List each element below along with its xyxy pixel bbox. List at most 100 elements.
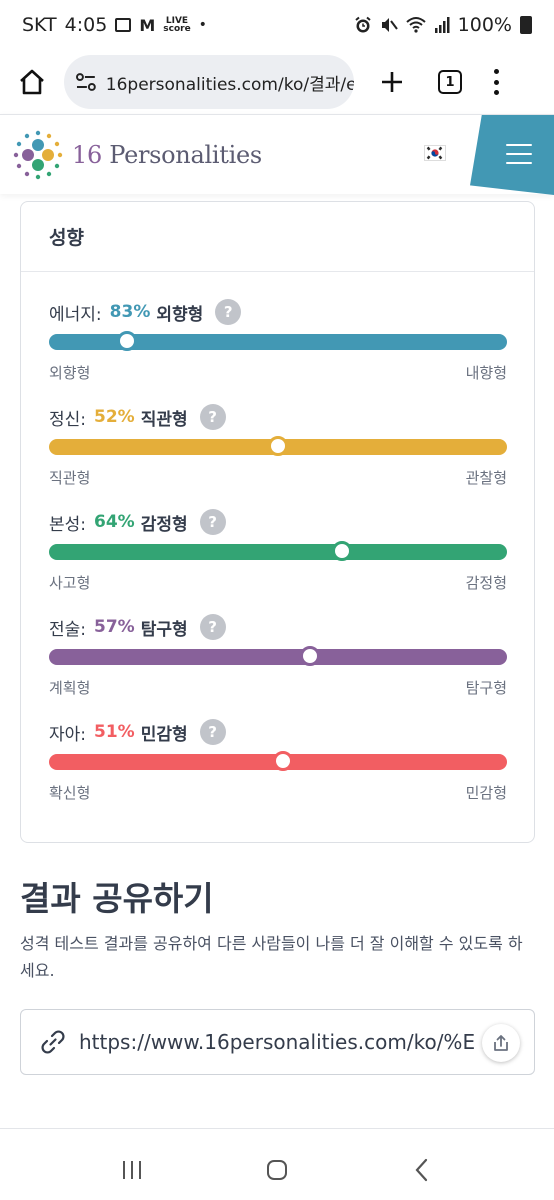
trait-mind: 정신: 52% 직관형 ? 직관형 관찰형 [49,403,507,488]
trait-label: 본성: 64% 감정형 ? [49,508,507,536]
site-logo[interactable]: 16 Personalities [12,129,262,181]
trait-bar-knob [300,646,321,666]
trait-percent: 83% [109,302,151,322]
trait-left-label: 직관형 [49,469,91,487]
gallery-notification-icon [115,18,132,32]
trait-left-label: 계획형 [49,679,91,697]
trait-bar-knob [332,541,353,561]
footer-divider [0,1128,554,1129]
site-settings-icon[interactable] [76,73,96,91]
alarm-icon [355,16,371,33]
trait-type-name: 외향형 [156,304,204,325]
trait-right-label: 관찰형 [465,469,507,487]
status-left: SKT 4:05 M LIVE score • [22,14,207,36]
trait-right-label: 탐구형 [465,679,507,697]
menu-toggle[interactable] [470,115,554,195]
trait-type-name: 직관형 [140,409,188,430]
address-bar[interactable]: 16personalities.com/ko/결과/e [64,55,354,109]
trait-percent: 52% [94,407,135,427]
language-flag-button[interactable] [424,145,446,161]
plus-icon [382,72,402,92]
trait-bar [49,331,507,351]
menu-dot-icon [493,90,499,95]
trait-category: 자아: [49,724,87,745]
status-right: 100% [354,14,532,36]
help-question-icon[interactable]: ? [199,404,226,430]
browser-toolbar: 16personalities.com/ko/결과/e 1 [0,50,554,114]
trait-ends: 사고형 감정형 [49,572,507,593]
trait-bar [49,541,507,561]
trait-bar [49,646,507,666]
logo-name: Personalities [109,141,262,169]
livescore-notification-icon: LIVE score [163,17,191,34]
share-button[interactable] [482,1024,520,1062]
wifi-icon [406,17,426,33]
link-icon [41,1030,65,1054]
trait-bar [49,436,507,456]
trait-percent: 51% [94,722,135,742]
trait-bar-knob [272,751,293,771]
url-text[interactable]: 16personalities.com/ko/결과/e [105,74,354,95]
trait-category: 전술: [49,619,87,640]
new-tab-button[interactable] [374,62,410,102]
home-nav-button[interactable] [257,1150,297,1190]
tab-switcher-button[interactable]: 1 [438,70,462,94]
menu-dot-icon [493,69,499,74]
trait-left-label: 외향형 [49,364,91,382]
trait-label: 자아: 51% 민감형 ? [49,718,507,746]
trait-type-name: 탐구형 [140,619,188,640]
trait-tactics: 전술: 57% 탐구형 ? 계획형 탐구형 [49,613,507,698]
trait-left-label: 확신형 [49,784,91,802]
trait-category: 정신: [49,409,87,430]
trait-percent: 64% [94,512,135,532]
trait-energy: 에너지: 83% 외향형 ? 외향형 내향형 [49,298,507,383]
share-url-text[interactable]: https://www.16personalities.com/ko/%E [79,1030,476,1054]
help-question-icon[interactable]: ? [215,299,242,325]
trait-ends: 직관형 관찰형 [49,467,507,488]
share-title: 결과 공유하기 [20,879,214,918]
help-question-icon[interactable]: ? [199,614,226,640]
traits-card: 성향 에너지: 83% 외향형 ? 외향형 내향형 정신: 52% 직관형 ? … [20,201,535,843]
back-button[interactable] [402,1150,442,1190]
hamburger-icon[interactable] [506,144,532,164]
logo-number: 16 [72,141,102,169]
trait-right-label: 민감형 [465,784,507,802]
help-question-icon[interactable]: ? [199,719,226,745]
browser-menu-button[interactable] [492,69,500,95]
logo-dots-icon [13,130,63,180]
traits-card-title: 성향 [49,227,84,249]
trait-bar-knob [268,436,288,456]
signal-icon [434,17,450,33]
trait-label: 에너지: 83% 외향형 ? [49,298,507,326]
trait-ends: 확신형 민감형 [49,782,507,803]
trait-type-name: 감정형 [140,514,188,535]
site-header: 16 Personalities [0,114,554,195]
trait-percent: 57% [94,617,135,637]
battery-icon [520,16,532,34]
status-bar: SKT 4:05 M LIVE score • 100% [0,0,554,50]
gmail-notification-icon: M [139,15,156,35]
trait-category: 에너지: [49,304,102,325]
trait-category: 본성: [49,514,87,535]
trait-right-label: 감정형 [465,574,507,592]
share-description: 성격 테스트 결과를 공유하여 다른 사람들이 나를 더 잘 이해할 수 있도록… [20,934,523,980]
recent-apps-button[interactable] [112,1150,152,1190]
trait-bar-knob [116,331,137,351]
home-button[interactable] [12,62,52,102]
trait-bar [49,751,507,771]
more-notifications-dot-icon: • [198,17,207,33]
help-question-icon[interactable]: ? [199,509,226,535]
share-icon [494,1035,508,1051]
battery-percent: 100% [457,14,512,36]
system-nav-bar [0,1140,554,1200]
home-icon [20,69,44,95]
traits-card-header: 성향 [21,202,534,272]
trait-identity: 자아: 51% 민감형 ? 확신형 민감형 [49,718,507,803]
carrier-label: SKT [22,14,57,36]
trait-label: 전술: 57% 탐구형 ? [49,613,507,641]
share-url-field[interactable]: https://www.16personalities.com/ko/%E [20,1009,535,1075]
trait-label: 정신: 52% 직관형 ? [49,403,507,431]
trait-ends: 계획형 탐구형 [49,677,507,698]
trait-nature: 본성: 64% 감정형 ? 사고형 감정형 [49,508,507,593]
score-label: score [163,24,191,34]
